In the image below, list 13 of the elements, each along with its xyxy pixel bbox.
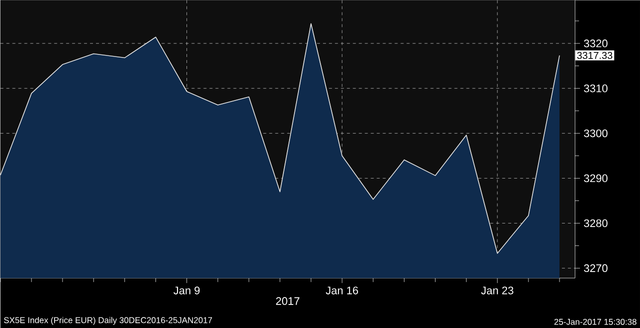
x-tick-label: Jan 23 [481, 286, 514, 294]
x-tick-label: Jan 16 [326, 286, 358, 294]
x-axis-title: 2017 [276, 297, 300, 305]
y-tick-label: 3320 [584, 40, 608, 48]
text: SX5E Index (Price EUR) Daily 30DEC2016-25JAN2017 [4, 316, 212, 325]
y-tick-label: 3270 [584, 264, 608, 272]
data-label: 3317.33 [577, 52, 612, 59]
text: 25-Jan-2017 15:30:38 [554, 318, 636, 325]
y-tick-label: 3290 [584, 174, 608, 182]
y-tick-label: 3310 [584, 84, 608, 92]
y-tick-label: 3280 [584, 219, 608, 228]
x-tick-label: Jan 9 [174, 286, 200, 294]
y-tick-label: 3300 [584, 129, 608, 138]
